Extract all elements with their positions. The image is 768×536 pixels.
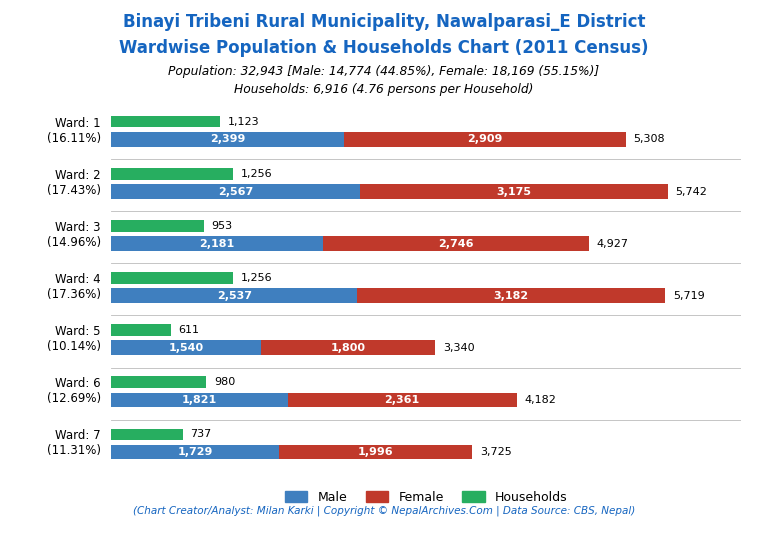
Text: 2,746: 2,746 xyxy=(438,239,473,249)
Bar xyxy=(111,116,220,128)
Bar xyxy=(357,288,665,303)
Bar xyxy=(288,392,517,407)
Text: 980: 980 xyxy=(214,377,235,387)
Text: 3,340: 3,340 xyxy=(442,343,475,353)
Bar xyxy=(344,132,626,147)
Text: (Chart Creator/Analyst: Milan Karki | Copyright © NepalArchives.Com | Data Sourc: (Chart Creator/Analyst: Milan Karki | Co… xyxy=(133,505,635,516)
Text: 5,719: 5,719 xyxy=(674,291,705,301)
Text: 3,725: 3,725 xyxy=(480,447,511,457)
Text: 2,909: 2,909 xyxy=(467,135,502,144)
Text: Binayi Tribeni Rural Municipality, Nawalparasi_E District: Binayi Tribeni Rural Municipality, Nawal… xyxy=(123,13,645,32)
Bar xyxy=(323,236,589,251)
Text: 953: 953 xyxy=(211,221,233,231)
Bar xyxy=(111,340,260,355)
Text: 2,567: 2,567 xyxy=(218,187,253,197)
Text: 1,821: 1,821 xyxy=(182,395,217,405)
Text: 1,256: 1,256 xyxy=(241,169,273,179)
Text: 2,399: 2,399 xyxy=(210,135,245,144)
Text: Population: 32,943 [Male: 14,774 (44.85%), Female: 18,169 (55.15%)]: Population: 32,943 [Male: 14,774 (44.85%… xyxy=(168,65,600,78)
Text: 4,182: 4,182 xyxy=(525,395,556,405)
Text: 4,927: 4,927 xyxy=(597,239,628,249)
Text: 1,800: 1,800 xyxy=(330,343,366,353)
Bar xyxy=(111,392,288,407)
Text: 2,181: 2,181 xyxy=(200,239,235,249)
Bar xyxy=(111,324,170,336)
Legend: Male, Female, Households: Male, Female, Households xyxy=(280,486,573,509)
Text: 1,123: 1,123 xyxy=(228,117,260,126)
Text: 3,182: 3,182 xyxy=(494,291,529,301)
Bar xyxy=(360,184,667,199)
Bar xyxy=(260,340,435,355)
Bar xyxy=(111,445,279,459)
Text: 1,996: 1,996 xyxy=(358,447,393,457)
Text: 611: 611 xyxy=(178,325,200,335)
Text: 2,537: 2,537 xyxy=(217,291,252,301)
Text: Wardwise Population & Households Chart (2011 Census): Wardwise Population & Households Chart (… xyxy=(119,39,649,57)
Text: 1,256: 1,256 xyxy=(241,273,273,283)
Bar xyxy=(111,288,357,303)
Bar xyxy=(111,272,233,284)
Bar xyxy=(111,220,204,232)
Bar xyxy=(111,168,233,180)
Bar xyxy=(111,184,360,199)
Bar xyxy=(279,445,472,459)
Text: 1,540: 1,540 xyxy=(168,343,204,353)
Text: 2,361: 2,361 xyxy=(385,395,420,405)
Text: 5,742: 5,742 xyxy=(675,187,707,197)
Bar xyxy=(111,132,344,147)
Bar xyxy=(111,376,207,388)
Bar xyxy=(111,428,183,440)
Text: 3,175: 3,175 xyxy=(496,187,531,197)
Bar xyxy=(111,236,323,251)
Text: 1,729: 1,729 xyxy=(177,447,213,457)
Text: Households: 6,916 (4.76 persons per Household): Households: 6,916 (4.76 persons per Hous… xyxy=(234,83,534,96)
Text: 5,308: 5,308 xyxy=(634,135,665,144)
Text: 737: 737 xyxy=(190,429,212,439)
